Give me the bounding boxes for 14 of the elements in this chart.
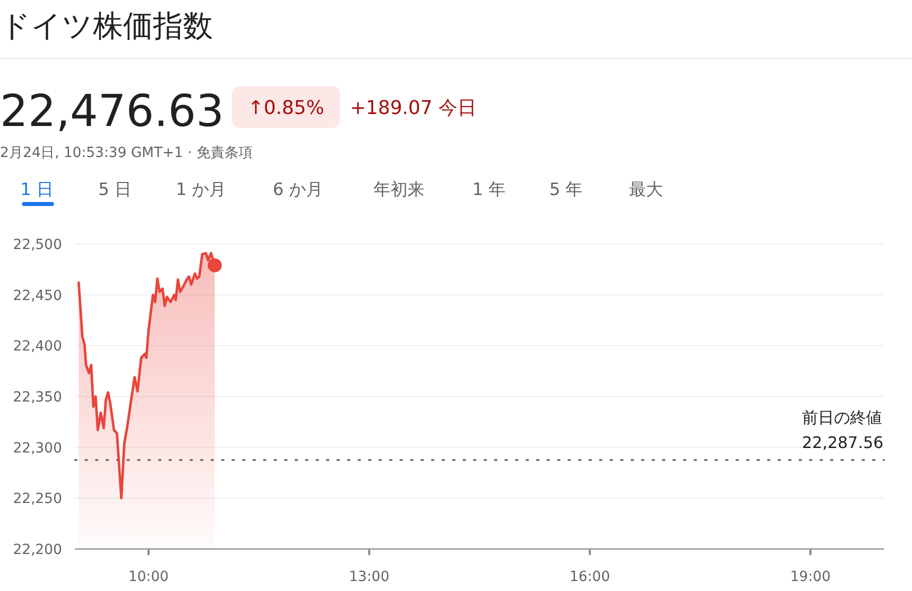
x-tick-label: 16:00 (570, 569, 610, 585)
y-tick-label: 22,400 (13, 338, 62, 355)
x-tick-label: 19:00 (790, 569, 831, 585)
x-tick-label: 10:00 (128, 569, 169, 585)
ref-line-label: 前日の終値 22,287.56 (802, 408, 884, 452)
y-tick-label: 22,300 (13, 440, 62, 456)
y-tick-label: 22,500 (13, 237, 62, 253)
y-tick-label: 22,250 (13, 491, 62, 508)
x-tick-label: 13:00 (349, 569, 390, 585)
y-tick-label: 22,350 (13, 390, 62, 406)
header: 22,476.63 ↑0.85% +189.07 今日 2月24日, 10:53:39 GMT+1 · 免責条項 1 日 5 日 1 か月 6 か月 年初来 1 年 5 年 最大 (0, 86, 663, 206)
chart-title: ドイツ株価指数 (0, 9, 213, 44)
y-tick-label: 22,450 (13, 288, 62, 304)
y-tick-label: 22,200 (13, 542, 62, 558)
